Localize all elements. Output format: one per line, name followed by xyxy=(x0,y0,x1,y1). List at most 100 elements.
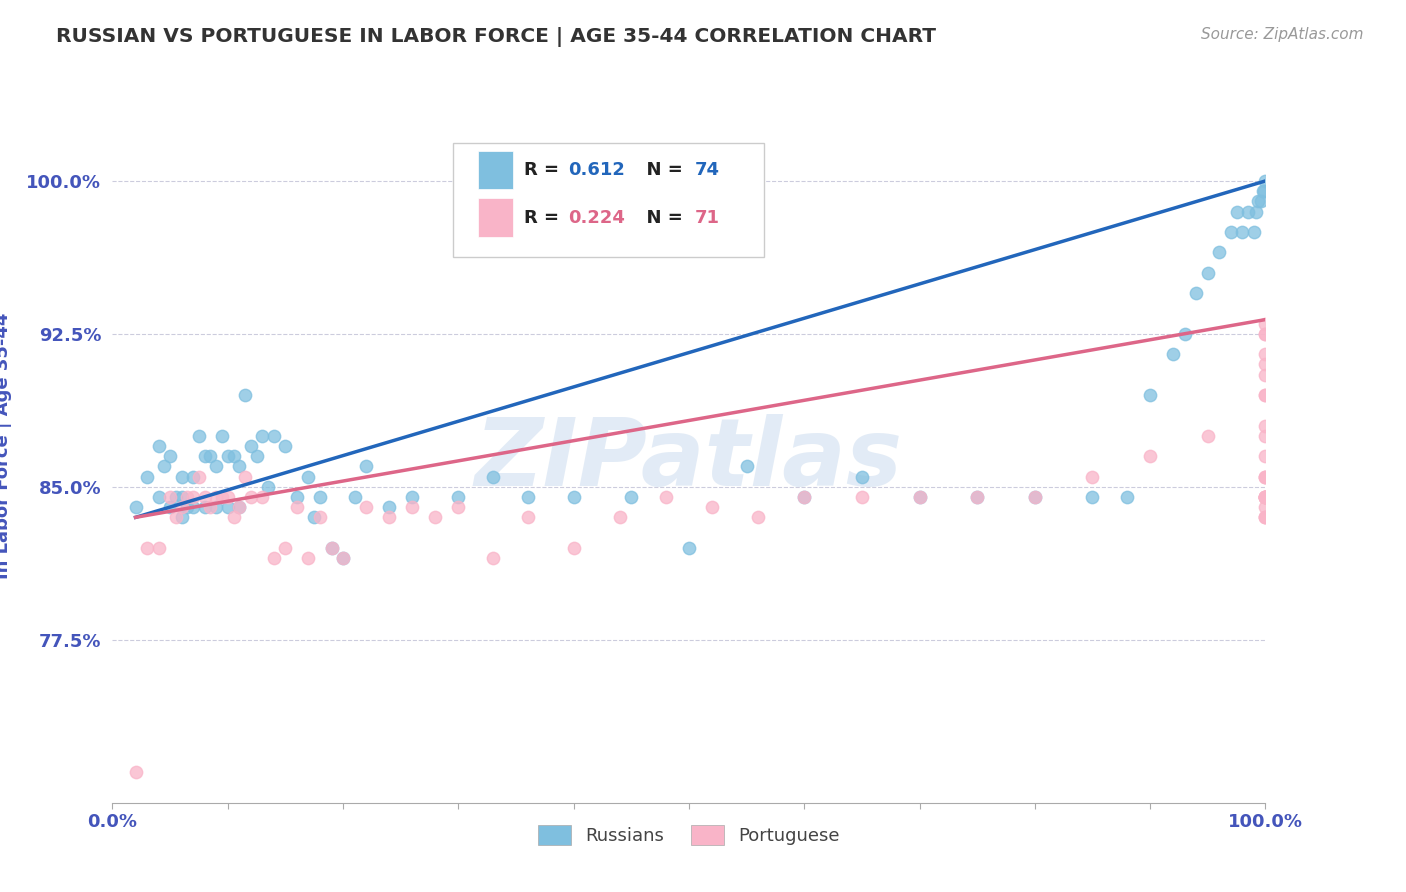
Point xyxy=(1254,490,1277,504)
Point xyxy=(200,500,222,515)
Point xyxy=(205,490,228,504)
Point xyxy=(1139,388,1161,402)
Point xyxy=(425,510,447,524)
Point xyxy=(1254,388,1277,402)
Point xyxy=(1081,469,1104,483)
Point xyxy=(1232,225,1254,239)
Point xyxy=(332,551,354,566)
Point xyxy=(217,490,239,504)
Y-axis label: In Labor Force | Age 35-44: In Labor Force | Age 35-44 xyxy=(0,313,13,579)
Point xyxy=(700,500,723,515)
Point xyxy=(562,490,585,504)
Point xyxy=(1243,225,1265,239)
Point xyxy=(228,459,250,474)
Point xyxy=(516,510,538,524)
Point xyxy=(378,500,401,515)
Point xyxy=(1254,326,1277,341)
Point xyxy=(181,490,204,504)
Point xyxy=(252,429,274,443)
Point xyxy=(908,490,931,504)
Point xyxy=(1254,388,1277,402)
Text: 0.612: 0.612 xyxy=(568,161,624,178)
Point xyxy=(285,500,308,515)
Point xyxy=(851,469,873,483)
Point xyxy=(205,500,228,515)
Point xyxy=(159,500,181,515)
Point xyxy=(233,388,256,402)
Point xyxy=(285,490,308,504)
Text: RUSSIAN VS PORTUGUESE IN LABOR FORCE | AGE 35-44 CORRELATION CHART: RUSSIAN VS PORTUGUESE IN LABOR FORCE | A… xyxy=(56,27,936,46)
Point xyxy=(148,541,170,555)
Point xyxy=(908,490,931,504)
Point xyxy=(851,490,873,504)
Point xyxy=(159,490,181,504)
Point xyxy=(165,510,187,524)
Point xyxy=(735,459,758,474)
Point xyxy=(176,490,198,504)
Point xyxy=(194,449,217,463)
Point xyxy=(332,551,354,566)
Point xyxy=(170,490,193,504)
Point xyxy=(181,469,204,483)
Point xyxy=(678,541,700,555)
Point xyxy=(124,765,146,780)
Point xyxy=(793,490,815,504)
Point xyxy=(447,500,470,515)
Point xyxy=(263,429,285,443)
Point xyxy=(181,500,204,515)
Point xyxy=(200,449,222,463)
Point xyxy=(222,510,245,524)
Point xyxy=(1251,184,1274,198)
Point xyxy=(321,541,343,555)
Point xyxy=(1024,490,1046,504)
Point xyxy=(1254,490,1277,504)
Text: N =: N = xyxy=(634,161,689,178)
Point xyxy=(217,449,239,463)
Text: 74: 74 xyxy=(695,161,720,178)
Point xyxy=(1116,490,1139,504)
Point xyxy=(1237,204,1260,219)
Text: Source: ZipAtlas.com: Source: ZipAtlas.com xyxy=(1201,27,1364,42)
Point xyxy=(1254,510,1277,524)
Point xyxy=(194,490,217,504)
Point xyxy=(1208,245,1230,260)
Text: ZIPatlas: ZIPatlas xyxy=(475,414,903,507)
Point xyxy=(257,480,280,494)
Point xyxy=(1254,500,1277,515)
Point xyxy=(176,500,198,515)
Point xyxy=(655,490,678,504)
Point xyxy=(447,490,470,504)
Point xyxy=(1185,286,1208,301)
Text: 71: 71 xyxy=(695,209,720,227)
Point xyxy=(966,490,988,504)
Point xyxy=(1254,469,1277,483)
Point xyxy=(217,500,239,515)
Point xyxy=(354,500,377,515)
Point xyxy=(148,490,170,504)
Point xyxy=(233,469,256,483)
Point xyxy=(170,500,193,515)
Point xyxy=(165,490,187,504)
Point xyxy=(304,510,326,524)
Point xyxy=(124,500,146,515)
Point xyxy=(211,490,233,504)
Point xyxy=(1254,510,1277,524)
Point xyxy=(1254,469,1277,483)
FancyBboxPatch shape xyxy=(453,143,763,257)
Point xyxy=(1254,490,1277,504)
Point xyxy=(1254,510,1277,524)
Text: N =: N = xyxy=(634,209,689,227)
Point xyxy=(1254,429,1277,443)
Point xyxy=(274,439,297,453)
Point xyxy=(1254,490,1277,504)
Point xyxy=(1254,490,1277,504)
Point xyxy=(239,439,262,453)
Point xyxy=(1254,490,1277,504)
Legend: Russians, Portuguese: Russians, Portuguese xyxy=(529,815,849,855)
Point xyxy=(516,490,538,504)
Point xyxy=(148,439,170,453)
Point xyxy=(188,429,211,443)
Point xyxy=(309,490,332,504)
Point xyxy=(297,469,319,483)
Point xyxy=(222,449,245,463)
